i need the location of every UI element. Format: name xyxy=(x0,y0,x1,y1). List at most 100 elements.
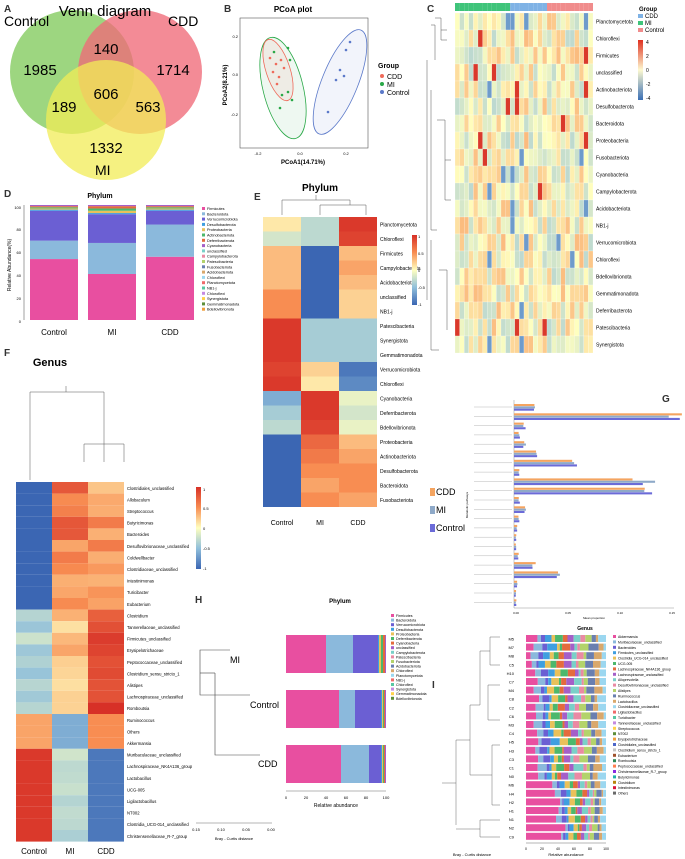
heatmap-c-cell xyxy=(546,80,552,99)
stacked-i-segment xyxy=(562,746,564,754)
stacked-h-legend-label: Proteobacteria xyxy=(396,632,419,636)
heatmap-c-cell xyxy=(542,301,548,320)
heatmap-e-cell xyxy=(301,405,339,420)
heatmap-c-cell xyxy=(583,216,589,235)
heatmap-c-cell xyxy=(519,318,525,337)
heatmap-c-cell xyxy=(505,301,511,320)
heatmap-f-row-label: NT002 xyxy=(127,811,140,816)
heatmap-f-cell xyxy=(88,551,124,564)
heatmap-c-cell xyxy=(523,318,529,337)
heatmap-c-cell xyxy=(565,131,571,150)
heatmap-c-cell xyxy=(588,114,594,133)
stacked-d-legend-swatch xyxy=(202,212,205,216)
heatmap-c-cell xyxy=(487,46,492,65)
stacked-d-legend-label: Bdellovibrionota xyxy=(207,308,235,312)
heatmap-c-cell xyxy=(468,233,474,252)
heatmap-c-cell xyxy=(565,216,571,235)
heatmap-c-cell xyxy=(574,12,580,31)
stacked-i-legend-swatch xyxy=(613,791,616,795)
heatmap-e-cell xyxy=(301,434,339,449)
heatmap-c-cell xyxy=(500,233,506,252)
stacked-d-legend-swatch xyxy=(202,297,205,301)
stacked-d-legend-swatch xyxy=(202,260,205,263)
heatmap-c-cell xyxy=(473,46,479,65)
heatmap-c-cell xyxy=(560,148,566,167)
stacked-h-legend-swatch xyxy=(391,650,394,654)
heatmap-c-cell xyxy=(583,29,589,48)
heatmap-c-cell xyxy=(491,216,497,235)
heatmap-c-cell xyxy=(528,318,534,337)
stacked-i-segment xyxy=(535,746,540,754)
heatmap-c-group-cell xyxy=(547,3,552,11)
stacked-i-segment xyxy=(577,746,584,754)
heatmap-f-cell xyxy=(88,806,124,819)
stacked-i-sample-label: N0 xyxy=(509,774,515,779)
heatmap-e-cell xyxy=(263,231,301,246)
heatmap-c-cell xyxy=(496,301,502,320)
heatmap-c-cell xyxy=(477,233,483,252)
heatmap-c-cell xyxy=(487,114,492,133)
heatmap-c-cell xyxy=(514,12,520,31)
stacked-i-sample-label: C1 xyxy=(509,766,515,771)
heatmap-c-row-label: Campylobacterota xyxy=(596,190,637,196)
stacked-h-legend-swatch xyxy=(391,627,394,631)
heatmap-c-cell xyxy=(588,80,594,99)
heatmap-c-cell xyxy=(496,29,502,48)
heatmap-c-cell xyxy=(528,114,534,133)
heatmap-e-cell xyxy=(263,333,301,348)
heatmap-f-col: Control xyxy=(21,847,47,856)
heatmap-c-cell xyxy=(505,12,511,31)
stacked-h-legend-swatch xyxy=(391,664,394,668)
heatmap-c-cell xyxy=(505,267,511,286)
heatmap-f-cell xyxy=(16,818,52,830)
heatmap-c-cell xyxy=(569,267,575,286)
heatmap-e-col: MI xyxy=(316,520,324,527)
stacked-i-segment xyxy=(562,721,565,728)
heatmap-c-cell xyxy=(574,131,580,150)
pcoa-points-mi xyxy=(272,46,294,110)
pcoa-points-cdd xyxy=(268,56,286,86)
heatmap-c-cell xyxy=(560,284,566,303)
heatmap-f-cell xyxy=(88,609,124,622)
stacked-i-segment xyxy=(541,738,551,746)
heatmap-c-cell xyxy=(588,233,594,252)
stacked-i-segment xyxy=(587,678,596,685)
heatmap-c-cell xyxy=(454,284,460,303)
stacked-i-segment xyxy=(564,781,570,789)
stacked-i-segment xyxy=(568,815,575,823)
stacked-i-segment xyxy=(587,781,591,789)
stacked-i-segment xyxy=(574,772,582,780)
stacked-i-segment xyxy=(526,789,555,797)
heatmap-c-cell xyxy=(487,131,492,150)
stacked-i-segment xyxy=(599,669,606,677)
stacked-d-ytick: 20 xyxy=(17,296,22,301)
stacked-i-segment xyxy=(594,815,598,823)
bars-g-bar xyxy=(514,501,520,504)
stacked-i-segment xyxy=(568,832,574,840)
stacked-h-legend-label: Bacteroidota xyxy=(396,619,416,623)
heatmap-c-cell xyxy=(588,216,594,235)
stacked-d-legend-swatch xyxy=(202,291,205,295)
stacked-i-segment xyxy=(580,635,586,642)
heatmap-c-cell xyxy=(537,114,543,133)
stacked-i-legend-swatch xyxy=(613,705,616,709)
stacked-i-segment xyxy=(538,652,544,660)
heatmap-c-cell xyxy=(546,199,552,218)
stacked-h-group-label: CDD xyxy=(258,759,278,769)
heatmap-c-cell xyxy=(510,335,515,354)
heatmap-f-cell xyxy=(88,714,124,726)
stacked-i-segment xyxy=(565,832,569,840)
heatmap-e-cell xyxy=(339,231,377,246)
pcoa-ylabel: PCoA2(8.21%) xyxy=(223,65,229,106)
stacked-h-legend-label: Verrucomicrobiota xyxy=(396,623,425,627)
heatmap-c-cell xyxy=(491,12,497,31)
stacked-i-legend-swatch xyxy=(613,656,616,660)
stacked-h-legend-label: Cyanobacteria xyxy=(396,642,419,646)
heatmap-c-cell xyxy=(473,114,479,133)
stacked-h-segment xyxy=(286,745,341,783)
bars-g-bar xyxy=(514,543,516,546)
stacked-i-segment xyxy=(576,789,583,797)
stacked-i-sample-label: C9 xyxy=(509,834,515,839)
heatmap-c-cell xyxy=(464,63,469,82)
stacked-i-segment xyxy=(560,798,563,806)
